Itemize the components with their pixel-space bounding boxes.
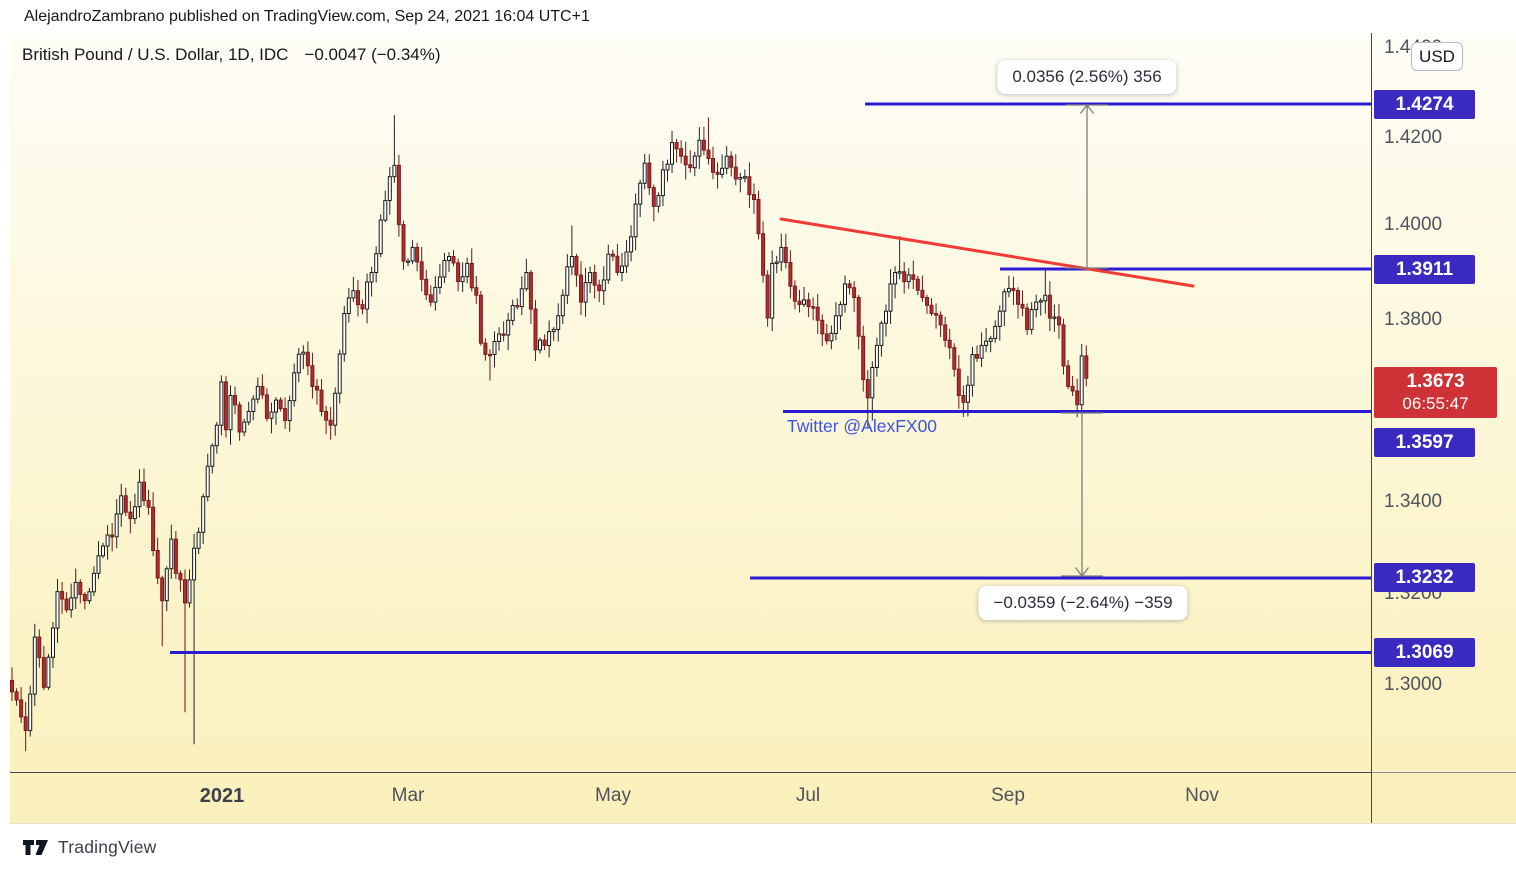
measure-label-up: 0.0356 (2.56%) 356 xyxy=(997,60,1177,94)
price-level-badge: 1.3911 xyxy=(1374,255,1475,284)
last-price: 1.3673 xyxy=(1406,370,1465,392)
price-tick-label: 1.3400 xyxy=(1384,491,1443,512)
watermark-handle: Twitter @AlexFX00 xyxy=(787,416,938,436)
price-level-badge: 1.3069 xyxy=(1374,638,1475,667)
scale-axis-separator xyxy=(1372,772,1516,773)
time-axis-label: Jul xyxy=(795,785,821,806)
price-level-badge: 1.3232 xyxy=(1374,563,1475,592)
measure-arrow[interactable] xyxy=(1066,103,1108,269)
time-axis-label: Nov xyxy=(1185,785,1219,806)
time-axis-label: 2021 xyxy=(199,785,245,807)
last-price-badge: 1.3673 06:55:47 xyxy=(1374,367,1497,418)
chart-bottom-edge xyxy=(10,823,1516,824)
price-tick-label: 1.4000 xyxy=(1384,214,1443,235)
price-level-badge: 1.4274 xyxy=(1374,90,1475,119)
price-axis-separator xyxy=(1371,33,1372,824)
price-tick-label: 1.4200 xyxy=(1384,127,1443,148)
measure-arrow[interactable] xyxy=(1061,412,1103,578)
price-tick-label: 1.3000 xyxy=(1384,674,1443,695)
chart-area: British Pound / U.S. Dollar, 1D, IDC −0.… xyxy=(10,33,1516,824)
price-tick-label: 1.3800 xyxy=(1384,309,1443,330)
candlestick-chart[interactable] xyxy=(10,33,1371,772)
symbol-title: British Pound / U.S. Dollar, 1D, IDC xyxy=(22,45,289,64)
currency-toggle-button[interactable]: USD xyxy=(1411,42,1463,71)
tradingview-logo-icon xyxy=(23,840,48,855)
price-level-badge: 1.3597 xyxy=(1374,428,1475,457)
time-axis-separator xyxy=(10,772,1371,773)
measure-label-down: −0.0359 (−2.64%) −359 xyxy=(978,586,1188,620)
symbol-change: −0.0047 (−0.34%) xyxy=(304,45,441,64)
symbol-legend[interactable]: British Pound / U.S. Dollar, 1D, IDC −0.… xyxy=(22,45,441,65)
time-axis-label: Mar xyxy=(391,785,425,806)
price-level-lines[interactable] xyxy=(170,102,1371,654)
time-axis-label: May xyxy=(595,785,631,806)
bar-countdown: 06:55:47 xyxy=(1402,393,1469,413)
time-axis-label: Sep xyxy=(991,785,1025,806)
candles-layer xyxy=(10,115,1089,752)
brand-name: TradingView xyxy=(58,837,157,857)
publisher-line: AlejandroZambrano published on TradingVi… xyxy=(24,8,590,25)
trend-line[interactable] xyxy=(779,217,1195,288)
footer-brand[interactable]: TradingView xyxy=(22,837,157,858)
